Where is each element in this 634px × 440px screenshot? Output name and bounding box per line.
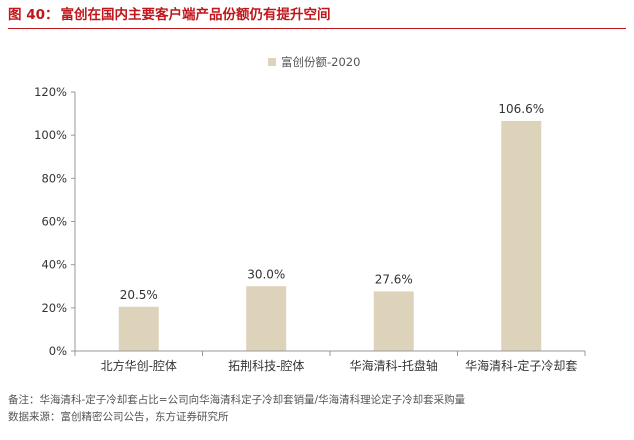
bar [246,286,287,351]
x-category-label: 拓荆科技-腔体 [228,358,304,373]
bar-data-label: 106.6% [498,102,544,116]
legend-label: 富创份额-2020 [281,55,360,69]
x-category-label: 华海清科-定子冷却套 [465,358,577,373]
y-tick-label: 0% [49,344,67,358]
bar-data-label: 27.6% [375,272,413,286]
figure-number: 图 40： [8,7,59,23]
bar-chart: 富创份额-2020 0% 20% 40% 60% 80% 100% 120% 20.5% 30… [34,55,586,373]
y-tick-label: 40% [41,258,67,272]
footnote: 备注：华海清科-定子冷却套占比=公司向华海清科定子冷却套销量/华海清科理论定子冷… [8,394,466,406]
figure-title-bar: 图 40： 富创在国内主要客户端产品份额仍有提升空间 [8,4,626,29]
bar [373,291,414,351]
y-tick-label: 20% [41,301,67,315]
legend: 富创份额-2020 [268,55,360,69]
bar [501,120,542,352]
figure-title: 富创在国内主要客户端产品份额仍有提升空间 [60,7,331,23]
x-axis: 北方华创-腔体 拓荆科技-腔体 华海清科-托盘轴 华海清科-定子冷却套 [74,350,586,373]
chart-area: 富创份额-2020 0% 20% 40% 60% 80% 100% 120% 20.5% 30… [0,40,634,390]
x-category-label: 北方华创-腔体 [101,358,177,373]
bar-data-label: 30.0% [247,267,285,281]
y-tick-label: 60% [41,215,67,229]
y-tick-label: 100% [34,128,67,142]
y-tick-label: 120% [34,85,67,99]
legend-swatch [268,58,276,66]
y-axis: 0% 20% 40% 60% 80% 100% 120% [34,85,76,358]
footer: 备注：华海清科-定子冷却套占比=公司向华海清科定子冷却套销量/华海清科理论定子冷… [8,392,626,426]
bar [118,306,159,351]
x-category-label: 华海清科-托盘轴 [350,358,438,373]
data-source: 数据来源：富创精密公司公告，东方证券研究所 [8,411,229,423]
bars: 20.5% 30.0% 27.6% 106.6% [118,102,544,352]
bar-data-label: 20.5% [120,288,158,302]
y-tick-label: 80% [41,171,67,185]
